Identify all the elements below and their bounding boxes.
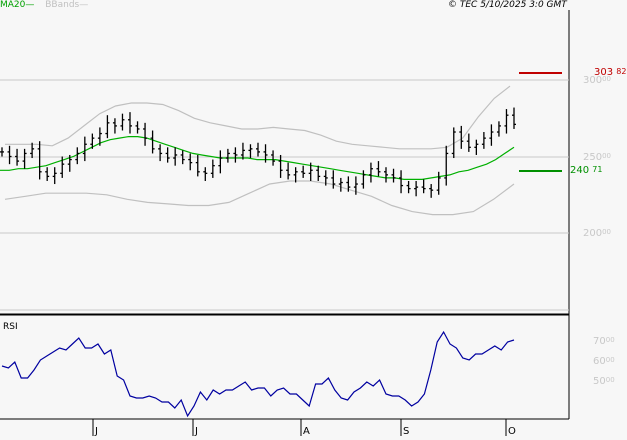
price-label-200: 20000 — [583, 228, 612, 239]
x-axis-ticks — [92, 419, 507, 436]
x-label-oct: O — [508, 426, 516, 437]
rsi-line — [1, 330, 515, 418]
bbands-upper-line — [5, 85, 511, 150]
bbands-lower-line — [4, 180, 515, 216]
copyright-timestamp: © TEC 5/10/2025 3:0 GMT — [448, 0, 567, 10]
support-label: 240 71 — [570, 165, 603, 176]
legend-ma20: MA20— — [0, 0, 35, 10]
x-label-jul: J — [195, 426, 198, 437]
legend-bbands: BBands— — [45, 0, 89, 10]
x-label-jun: J — [95, 426, 98, 437]
price-label-300: 30000 — [583, 75, 612, 86]
price-gridlines — [0, 79, 569, 234]
rsi-label-50: 5000 — [593, 376, 615, 387]
rsi-label-70: 7000 — [593, 336, 615, 347]
x-label-sep: S — [403, 426, 410, 437]
rsi-panel-title: RSI — [3, 322, 18, 332]
ma20-line — [0, 136, 515, 180]
ohlc-bars — [0, 107, 516, 198]
rsi-label-60: 6000 — [593, 356, 615, 367]
chart-legend: MA20— BBands— — [0, 0, 88, 11]
x-label-aug: A — [303, 426, 310, 437]
resistance-label: 303 82 — [594, 67, 627, 78]
price-label-250: 25000 — [583, 152, 612, 163]
